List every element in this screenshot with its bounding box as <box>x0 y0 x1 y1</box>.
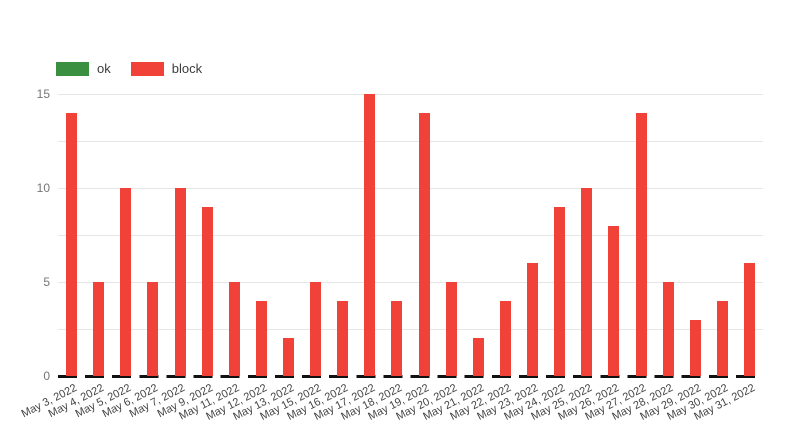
bar-block[interactable] <box>310 282 322 376</box>
bar-block[interactable] <box>391 300 403 376</box>
bar-block[interactable] <box>743 263 755 376</box>
legend-item-block[interactable]: block <box>130 61 203 77</box>
bar-block[interactable] <box>499 300 511 376</box>
bar-block[interactable] <box>445 282 457 376</box>
legend-label-block: block <box>171 61 203 76</box>
bar-block[interactable] <box>174 188 186 376</box>
legend-swatch-ok <box>56 62 89 76</box>
y-axis-tick-label: 10 <box>36 181 50 195</box>
bar-block[interactable] <box>527 263 538 376</box>
bar-block[interactable] <box>201 206 213 376</box>
bar-block[interactable] <box>147 282 159 376</box>
bar-block[interactable] <box>472 338 484 376</box>
legend: ok block <box>56 61 222 77</box>
bar-block[interactable] <box>581 188 593 376</box>
gridline <box>58 141 763 142</box>
bar-block[interactable] <box>662 282 674 376</box>
x-axis-baseline <box>58 375 763 378</box>
bar-block[interactable] <box>716 300 728 376</box>
bar-block[interactable] <box>364 94 376 376</box>
bar-block[interactable] <box>66 112 78 376</box>
legend-label-ok: ok <box>97 61 111 76</box>
bar-block[interactable] <box>418 112 430 376</box>
legend-item-ok[interactable]: ok <box>56 61 111 77</box>
gridline <box>58 235 763 236</box>
bar-block[interactable] <box>689 319 701 376</box>
bar-block[interactable] <box>120 188 132 376</box>
y-axis-tick-label: 5 <box>43 275 50 289</box>
bar-block[interactable] <box>93 282 105 376</box>
bar-block[interactable] <box>635 112 647 376</box>
y-axis-tick-label: 0 <box>43 369 50 383</box>
gridline <box>58 329 763 330</box>
gridline <box>58 282 763 283</box>
gridline <box>58 188 763 189</box>
gridline <box>58 94 763 95</box>
bar-block[interactable] <box>337 300 349 376</box>
bar-block[interactable] <box>283 338 294 376</box>
bar-block[interactable] <box>228 282 240 376</box>
y-axis-tick-label: 15 <box>36 87 50 101</box>
bar-block[interactable] <box>554 206 566 376</box>
bar-block[interactable] <box>255 300 267 376</box>
bar-block[interactable] <box>608 225 620 376</box>
legend-swatch-block <box>130 62 164 76</box>
